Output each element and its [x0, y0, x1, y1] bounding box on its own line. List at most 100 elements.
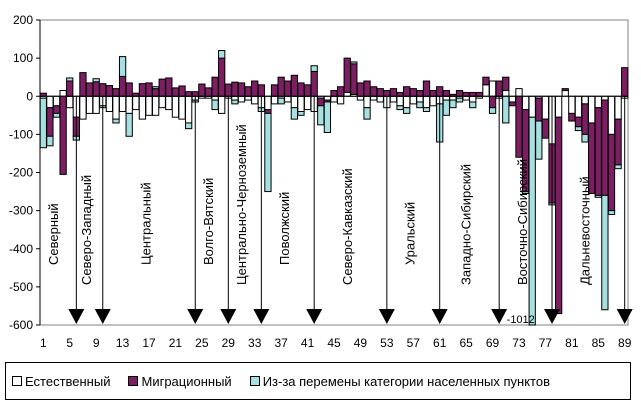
bar-natural	[297, 95, 305, 112]
bar-natural	[389, 95, 398, 103]
bar-migration	[92, 81, 100, 97]
legend-swatch-category-change	[249, 376, 260, 386]
bar-natural	[264, 95, 272, 111]
bar-category-change	[231, 99, 239, 105]
bar-migration	[508, 101, 517, 107]
x-tick-label: 5	[66, 336, 73, 350]
bar-natural	[442, 95, 450, 101]
bar-migration	[264, 109, 272, 114]
region-label: Дальневосточный	[578, 176, 593, 285]
bar-migration	[568, 112, 576, 122]
bar-category-change	[317, 105, 325, 126]
bar-natural	[251, 95, 259, 105]
region-label: Волго-Вятский	[201, 178, 216, 265]
bar-category-change	[92, 78, 100, 83]
bar-migration	[297, 82, 305, 97]
bar-category-change	[528, 116, 536, 326]
bar-category-change	[39, 97, 47, 149]
bar-migration	[488, 95, 497, 109]
bar-migration	[403, 86, 411, 97]
region-label: Поволжский	[277, 192, 292, 265]
bar-migration	[224, 83, 232, 97]
bar-migration	[561, 88, 569, 92]
bar-migration	[614, 118, 622, 166]
y-tick-label: 100	[13, 51, 33, 65]
x-tick-label: 61	[433, 336, 447, 350]
bar-migration	[376, 88, 384, 97]
bar-migration	[165, 77, 173, 97]
bar-migration	[317, 97, 325, 107]
x-tick-label: 41	[301, 336, 315, 350]
chart: 200 100 0 -100 -200 -300 -400 -500 -600 1 5 9 13 17 21…	[9, 13, 633, 350]
bar-migration	[541, 118, 550, 139]
bar-natural	[118, 95, 127, 112]
bar-natural	[132, 95, 140, 111]
bar-category-change	[66, 77, 74, 82]
bar-migration	[218, 57, 226, 97]
bar-natural	[270, 95, 279, 105]
bar-migration	[284, 80, 292, 97]
bar-migration	[251, 80, 259, 97]
x-tick-label: 29	[222, 336, 236, 350]
bar-natural	[59, 90, 67, 97]
y-tick-label: 200	[13, 13, 33, 27]
x-tick-label: 17	[142, 336, 156, 350]
x-tick-label: 81	[565, 336, 579, 350]
bar-category-change	[416, 101, 424, 109]
bar-category-change	[469, 101, 477, 109]
bar-category-change	[607, 210, 616, 215]
bar-migration	[469, 91, 477, 97]
bar-category-change	[488, 107, 497, 114]
bar-natural	[607, 95, 616, 135]
legend-label-category-change: Из-за перемены категории населенных пунк…	[262, 373, 550, 389]
bar-natural	[158, 95, 166, 109]
bar-migration	[270, 84, 279, 97]
x-tick-label: 37	[274, 336, 288, 350]
bar-category-change	[455, 97, 464, 103]
bar-natural	[171, 95, 180, 118]
bar-category-change	[277, 97, 285, 105]
bar-natural	[125, 95, 133, 114]
bar-natural	[92, 95, 100, 114]
bar-migration	[475, 91, 483, 97]
bar-migration	[290, 74, 298, 97]
bar-category-change	[363, 107, 371, 120]
bar-migration	[601, 99, 609, 196]
bar-migration	[310, 70, 318, 97]
region-label: Северный	[46, 203, 61, 265]
bar-category-change	[581, 133, 589, 143]
bar-natural	[574, 95, 583, 118]
bar-natural	[554, 95, 563, 118]
bar-natural	[376, 95, 384, 103]
bar-migration	[145, 82, 153, 97]
bar-natural	[138, 95, 147, 120]
x-tick-label: 77	[539, 336, 553, 350]
bar-migration	[396, 91, 404, 97]
bar-category-change	[396, 105, 404, 111]
bar-category-change	[601, 194, 609, 311]
bar-migration	[59, 95, 67, 175]
bar-migration	[429, 90, 437, 97]
bar-migration	[482, 76, 490, 86]
bar-natural	[336, 95, 345, 105]
x-tick-label: 21	[169, 336, 183, 350]
bar-natural	[237, 95, 246, 103]
bar-category-change	[112, 118, 120, 124]
bar-migration	[383, 90, 391, 97]
bar-migration	[257, 84, 265, 97]
bar-natural	[422, 95, 431, 109]
bar-natural	[211, 95, 219, 101]
bar-category-change	[211, 99, 219, 111]
bar-migration	[554, 116, 563, 315]
bar-migration	[607, 133, 616, 212]
legend-swatch-natural	[12, 376, 22, 386]
bar-natural	[449, 95, 457, 101]
legend-label-migration: Миграционный	[141, 373, 232, 389]
x-tick-label: 85	[592, 336, 606, 350]
bar-migration	[495, 80, 503, 97]
bar-migration	[191, 91, 199, 97]
bar-natural	[79, 95, 87, 120]
bar-migration	[442, 90, 450, 97]
bar-natural	[469, 95, 477, 103]
region-arrow-head	[544, 309, 561, 324]
